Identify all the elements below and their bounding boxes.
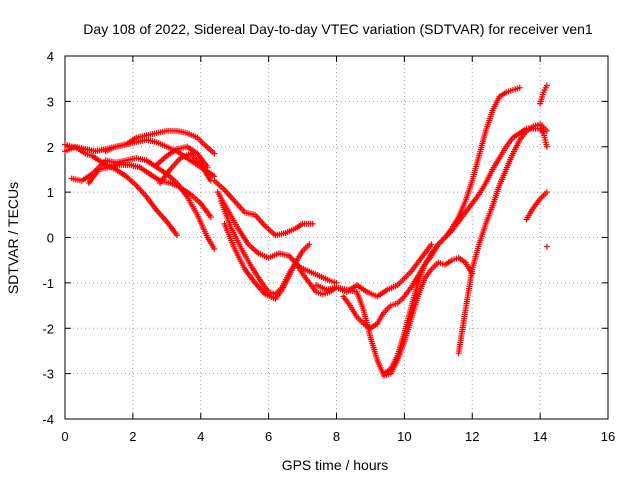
x-tick-label: 0 [61, 429, 68, 444]
data-track [381, 125, 550, 377]
data-track [340, 84, 523, 332]
data-point [211, 150, 218, 157]
x-tick-label: 14 [533, 429, 547, 444]
y-tick-label: 3 [47, 94, 54, 109]
chart-title: Day 108 of 2022, Sidereal Day-to-day VTE… [83, 21, 593, 37]
data-track [62, 141, 180, 239]
data-track [543, 243, 550, 250]
data-point [543, 127, 550, 134]
data-point [204, 164, 211, 171]
data-track [537, 82, 550, 107]
x-tick-label: 2 [129, 429, 136, 444]
data-point [207, 214, 214, 221]
data-track [102, 127, 218, 157]
data-track [153, 143, 211, 171]
x-tick-label: 4 [197, 429, 204, 444]
data-track [221, 220, 313, 302]
y-tick-label: 4 [47, 49, 54, 64]
data-track [313, 241, 435, 300]
data-track [455, 121, 550, 357]
x-axis-label: GPS time / hours [282, 457, 389, 473]
data-point [543, 143, 550, 150]
data-point [309, 220, 316, 227]
data-point [428, 241, 435, 248]
data-point [543, 82, 550, 89]
data-point [543, 189, 550, 196]
y-tick-label: -4 [42, 412, 54, 427]
data-track [523, 189, 550, 223]
data-point [173, 232, 180, 239]
data-point [211, 245, 218, 252]
data-point [516, 84, 523, 91]
x-tick-label: 12 [465, 429, 479, 444]
y-tick-label: -1 [42, 276, 54, 291]
y-tick-label: 0 [47, 231, 54, 246]
data-track [211, 177, 316, 239]
data-point [306, 241, 313, 248]
x-tick-label: 16 [601, 429, 615, 444]
y-tick-label: -2 [42, 321, 54, 336]
data-point [543, 243, 550, 250]
grid [65, 56, 608, 419]
y-axis-label: SDTVAR / TECUs [5, 182, 21, 294]
data-track [353, 254, 476, 379]
y-tick-label: 1 [47, 185, 54, 200]
y-tick-label: -3 [42, 367, 54, 382]
x-tick-label: 8 [333, 429, 340, 444]
y-tick-label: 2 [47, 140, 54, 155]
data-track [214, 189, 340, 286]
data-points [62, 82, 550, 379]
x-tick-label: 10 [397, 429, 411, 444]
x-tick-label: 6 [265, 429, 272, 444]
